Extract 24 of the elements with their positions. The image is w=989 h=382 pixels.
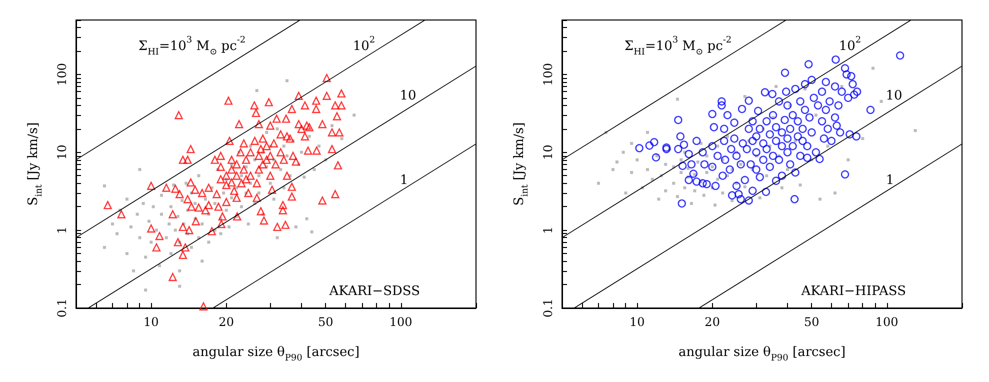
y-tick-label: 100	[541, 62, 555, 86]
annotation: AKARI−HIPASS	[800, 284, 906, 300]
x-tick-label: 100	[389, 315, 412, 329]
annotation: 1	[400, 173, 408, 188]
y-tick-label: 0.1	[55, 298, 69, 318]
y-axis-title: Sint [Jy km/s]	[26, 122, 44, 206]
y-tick-label: 10	[55, 144, 69, 160]
x-tick-label: 10	[144, 315, 159, 329]
x-tick-label: 10	[630, 315, 645, 329]
y-tick-label: 1	[55, 226, 69, 234]
x-tick-label: 100	[875, 315, 898, 329]
y-tick-label: 0.1	[541, 298, 555, 318]
x-tick-label: 50	[804, 315, 820, 329]
annotation: AKARI−SDSS	[328, 284, 420, 300]
x-tick-label: 50	[318, 315, 334, 329]
x-tick-label: 20	[704, 315, 720, 329]
y-tick-label: 1	[541, 226, 555, 234]
annotation: 10	[400, 88, 416, 104]
x-tick-label: 20	[218, 315, 234, 329]
y-tick-label: 10	[541, 144, 555, 160]
annotation: 1	[886, 173, 894, 188]
annotation: 10	[886, 88, 902, 104]
y-tick-label: 100	[55, 62, 69, 86]
y-axis-title: Sint [Jy km/s]	[512, 122, 530, 206]
